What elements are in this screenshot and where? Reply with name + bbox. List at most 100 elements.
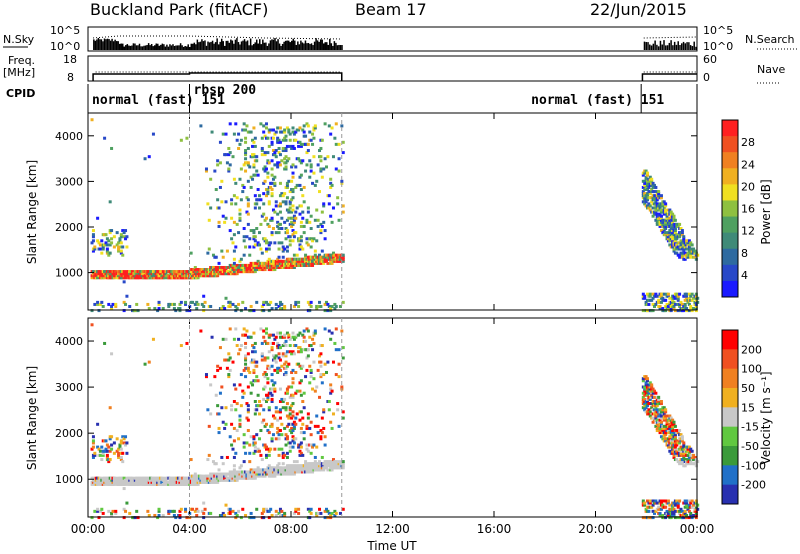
power-cell — [269, 128, 273, 132]
power-cell — [651, 292, 655, 296]
power-cell — [292, 265, 296, 269]
velocity-cell — [259, 453, 263, 457]
velocity-cell — [671, 441, 675, 445]
velocity-cell — [682, 455, 686, 459]
velocity-cell — [218, 366, 222, 370]
power-cell — [117, 274, 121, 278]
power-cell — [273, 183, 277, 187]
power-cell — [267, 257, 271, 261]
power-cell — [122, 280, 126, 284]
power-cell — [277, 151, 281, 155]
velocity-cell — [260, 458, 264, 462]
nsky-bar — [143, 45, 145, 50]
velocity-cell — [110, 511, 114, 515]
velocity-cell — [685, 503, 689, 507]
velocity-cell — [683, 464, 687, 468]
velocity-cell — [256, 393, 260, 397]
power-cell — [253, 268, 257, 272]
power-cell — [658, 206, 662, 210]
power-cell — [694, 294, 698, 298]
power-cell — [657, 192, 661, 196]
velocity-cell — [117, 447, 121, 451]
nsky-bar — [182, 46, 185, 50]
power-cell — [285, 181, 289, 185]
power-cell — [285, 218, 289, 222]
power-cell — [221, 255, 225, 259]
nsky-bar — [112, 41, 115, 50]
power-cell — [306, 261, 310, 265]
power-cell — [110, 146, 114, 150]
power-cell — [220, 200, 224, 204]
velocity-cell — [648, 499, 652, 503]
velocity-cell — [238, 383, 242, 387]
velocity-cell — [214, 462, 218, 466]
power-cell — [323, 309, 327, 313]
power-cell — [101, 304, 105, 308]
power-cell — [298, 159, 302, 163]
velocity-cell — [283, 514, 287, 518]
power-cell — [121, 253, 125, 257]
power-cell — [273, 163, 277, 167]
power-cell — [266, 175, 270, 179]
power-cell — [96, 302, 100, 306]
velocity-cell — [284, 406, 288, 410]
velocity-cell — [269, 333, 273, 337]
power-cell — [648, 204, 652, 208]
velocity-cell — [671, 433, 675, 437]
power-cell — [298, 237, 302, 241]
power-cell — [202, 309, 206, 313]
colorbar-swatch — [722, 465, 738, 486]
velocity-cell — [280, 397, 284, 401]
nave-tick-top: 60 — [703, 53, 717, 66]
velocity-cell — [255, 507, 259, 511]
power-cell — [276, 126, 280, 130]
velocity-cell — [299, 431, 303, 435]
velocity-cell — [330, 511, 334, 515]
velocity-cell — [304, 462, 308, 466]
power-cell — [228, 163, 232, 167]
power-cell — [308, 159, 312, 163]
cpid-mode-label: rbsp 200 — [194, 83, 257, 98]
velocity-cell — [263, 358, 267, 362]
power-cell — [258, 206, 262, 210]
velocity-cell — [245, 329, 249, 333]
velocity-cell — [278, 399, 282, 403]
power-cell — [246, 198, 250, 202]
power-cell — [119, 233, 123, 237]
power-cell — [122, 309, 126, 313]
velocity-cell — [278, 507, 282, 511]
velocity-cell — [108, 458, 112, 462]
velocity-cell — [316, 368, 320, 372]
power-cell — [271, 259, 275, 263]
nsky-bar — [679, 44, 681, 50]
power-cell — [291, 204, 295, 208]
power-cell — [244, 136, 248, 140]
velocity-cell — [337, 362, 341, 366]
nsky-bar — [332, 45, 334, 50]
power-cell — [320, 249, 324, 253]
velocity-cell — [193, 472, 197, 476]
power-cell — [290, 179, 294, 183]
power-cell — [266, 136, 270, 140]
velocity-cell — [291, 435, 295, 439]
power-cell — [689, 307, 693, 311]
power-cell — [278, 202, 282, 206]
power-cell — [648, 292, 652, 296]
velocity-cell — [90, 516, 94, 520]
power-cell — [284, 134, 288, 138]
power-cell — [685, 294, 689, 298]
velocity-cell — [253, 341, 257, 345]
velocity-cell — [668, 422, 672, 426]
colorbar-tick-label: -200 — [741, 479, 766, 492]
station-title: Buckland Park (fitACF) — [90, 0, 268, 19]
freq-line — [92, 72, 343, 81]
power-cell — [217, 224, 221, 228]
velocity-cell — [641, 499, 645, 503]
velocity-cell — [227, 352, 231, 356]
power-cell — [645, 188, 649, 192]
velocity-cell — [661, 408, 665, 412]
power-cell — [334, 122, 338, 126]
power-cell — [287, 130, 291, 134]
power-cell — [285, 126, 289, 130]
